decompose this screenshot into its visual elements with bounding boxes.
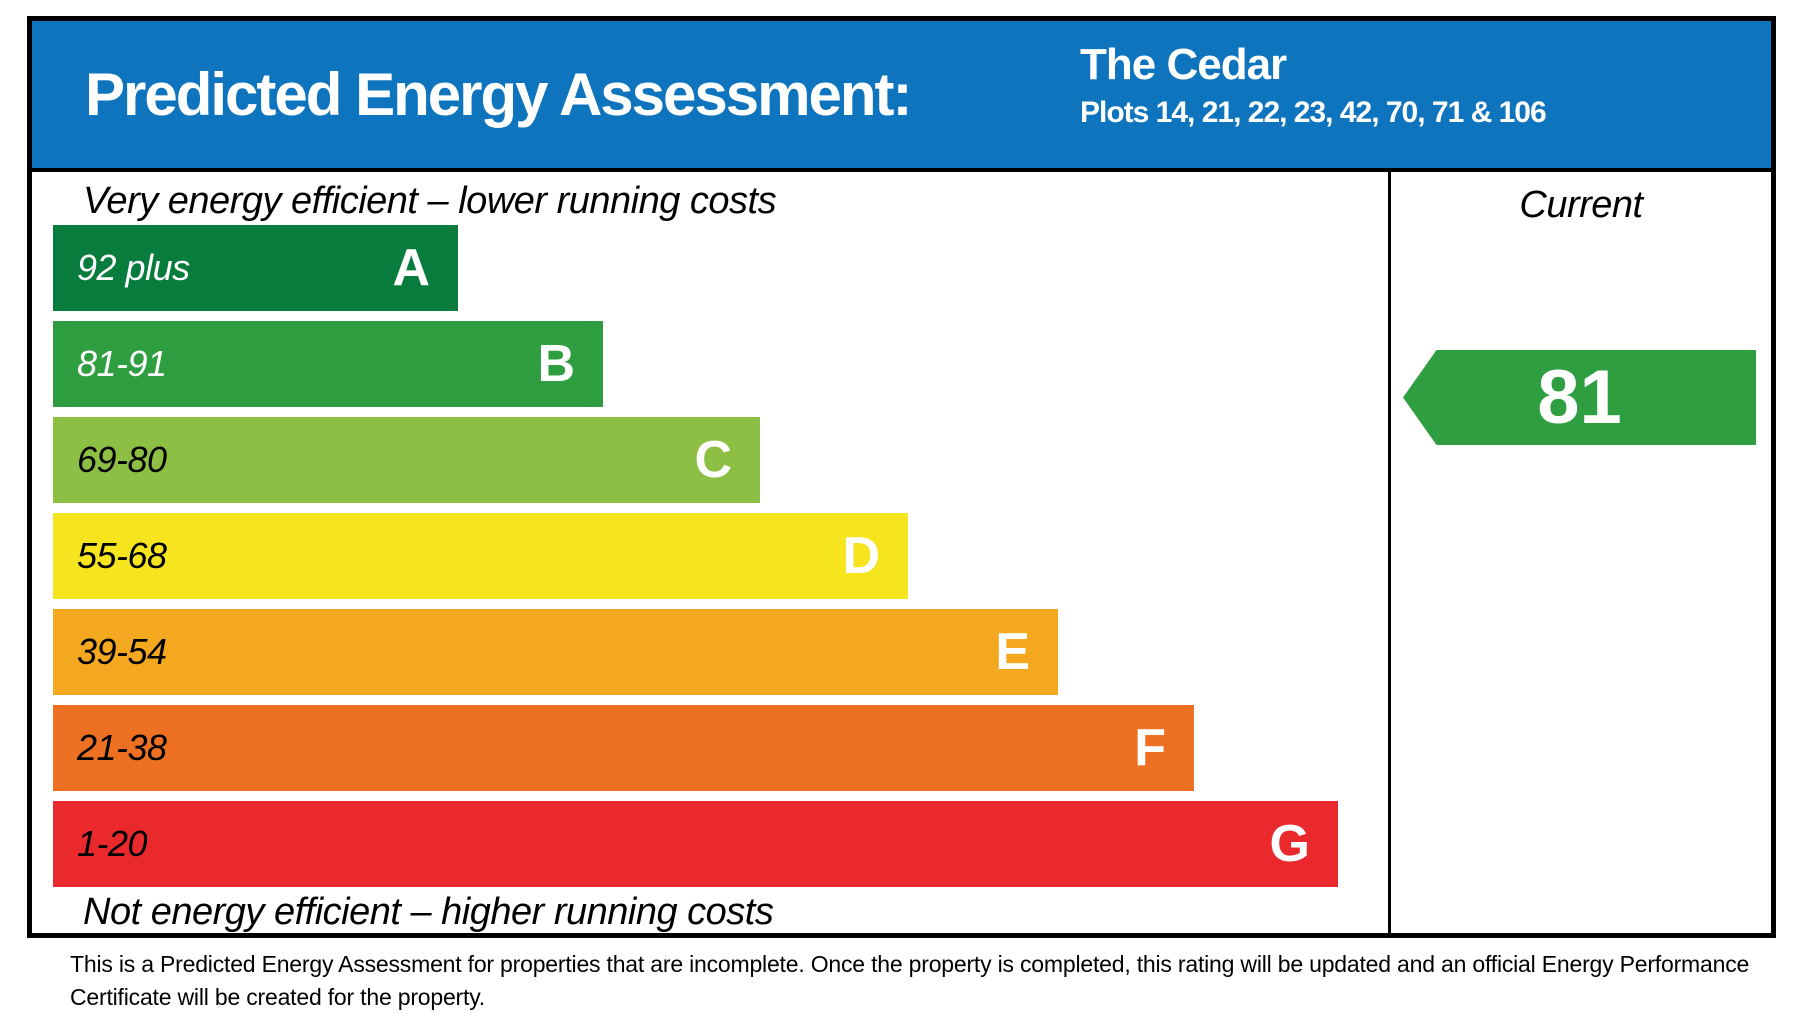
caption-not-efficient: Not energy efficient – higher running co… bbox=[83, 891, 774, 933]
property-plots: Plots 14, 21, 22, 23, 42, 70, 71 & 106 bbox=[1080, 96, 1547, 129]
band-E: 39-54 E bbox=[53, 609, 1058, 695]
band-range-label: 21-38 bbox=[77, 727, 167, 768]
band-letter: C bbox=[694, 431, 732, 489]
disclaimer-line-1: This is a Predicted Energy Assessment fo… bbox=[70, 951, 1750, 977]
band-range-label: 92 plus bbox=[77, 247, 190, 288]
band-letter: E bbox=[995, 623, 1030, 681]
caption-very-efficient: Very energy efficient – lower running co… bbox=[83, 180, 777, 222]
energy-assessment-certificate: Predicted Energy Assessment: The Cedar P… bbox=[27, 16, 1776, 938]
band-letter: B bbox=[537, 335, 575, 393]
band-B: 81-91 B bbox=[53, 321, 603, 407]
band-letter: D bbox=[842, 527, 880, 585]
band-letter: A bbox=[392, 239, 430, 297]
band-range-label: 69-80 bbox=[77, 439, 167, 480]
band-G: 1-20 G bbox=[53, 801, 1338, 887]
current-column-header: Current bbox=[1519, 184, 1643, 226]
band-range-label: 81-91 bbox=[77, 343, 167, 384]
property-name: The Cedar bbox=[1080, 40, 1287, 89]
band-range-label: 39-54 bbox=[77, 631, 167, 672]
current-rating-value: 81 bbox=[1537, 354, 1622, 440]
band-A: 92 plus A bbox=[53, 225, 458, 311]
property-block: The Cedar Plots 14, 21, 22, 23, 42, 70, … bbox=[1080, 39, 1547, 132]
disclaimer-text: This is a Predicted Energy Assessment fo… bbox=[70, 948, 1749, 1014]
band-C: 69-80 C bbox=[53, 417, 760, 503]
panel-divider bbox=[1388, 172, 1391, 933]
epc-chart: Very energy efficient – lower running co… bbox=[32, 172, 1771, 933]
band-range-label: 1-20 bbox=[77, 823, 148, 864]
band-D: 55-68 D bbox=[53, 513, 908, 599]
band-F: 21-38 F bbox=[53, 705, 1194, 791]
band-letter: F bbox=[1134, 719, 1166, 777]
certificate-header: Predicted Energy Assessment: The Cedar P… bbox=[32, 21, 1771, 172]
band-range-label: 55-68 bbox=[77, 535, 167, 576]
current-rating-arrow: 81 bbox=[1403, 350, 1756, 445]
page-title: Predicted Energy Assessment: bbox=[85, 61, 912, 128]
disclaimer-line-2: Certificate will be created for the prop… bbox=[70, 984, 485, 1010]
band-letter: G bbox=[1269, 815, 1310, 873]
